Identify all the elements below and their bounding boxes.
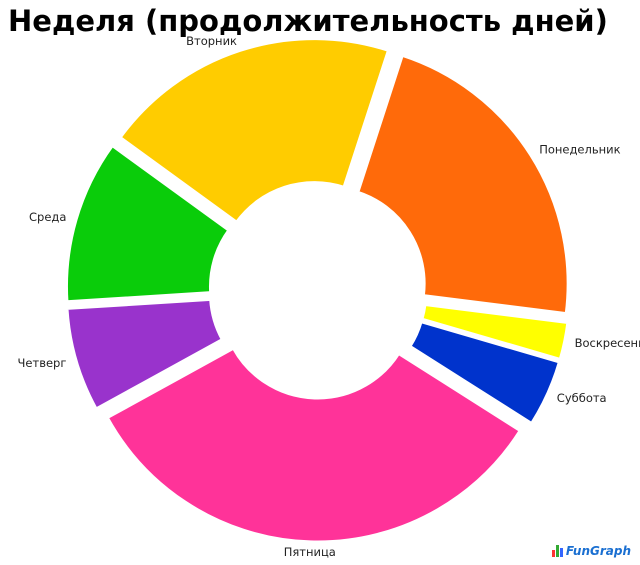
slice-label-1: Понедельник <box>539 143 620 157</box>
slice-label-5: Четверг <box>18 356 67 370</box>
slice-label-2: Воскресенье <box>575 336 640 350</box>
slice-4 <box>105 346 522 544</box>
slice-label-6: Среда <box>29 210 66 224</box>
chart-title: Неделя (продолжительность дней) <box>8 4 608 38</box>
slice-label-7: Вторник <box>186 34 237 48</box>
slice-6 <box>64 144 231 304</box>
slice-2 <box>420 302 570 361</box>
logo-text: FunGraph <box>565 544 631 558</box>
slice-3 <box>408 320 561 426</box>
chart-slices <box>64 37 570 544</box>
slice-5 <box>65 297 224 411</box>
slice-1 <box>356 53 570 316</box>
slice-label-3: Суббота <box>557 391 607 405</box>
logo-bars-icon <box>551 545 563 557</box>
fungraph-logo: FunGraph <box>551 544 631 558</box>
slice-7 <box>118 37 390 224</box>
slice-label-4: Пятница <box>284 545 336 559</box>
chart-labels: Понедельник Воскресенье Суббота Пятница Четв… <box>18 34 640 559</box>
